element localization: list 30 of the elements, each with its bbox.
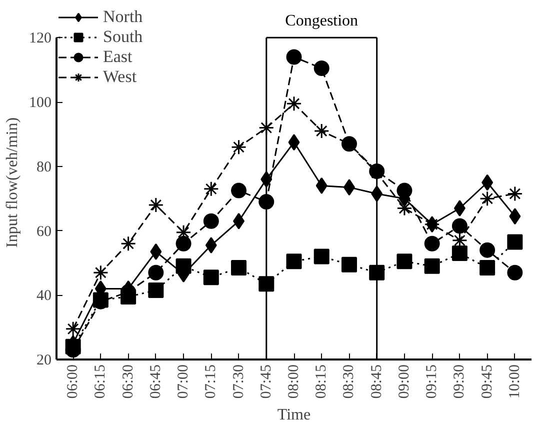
x-tick-label: 09:45 xyxy=(479,364,496,399)
text: Congestion xyxy=(285,12,358,30)
x-tick-label: 06:45 xyxy=(148,364,164,399)
x-tick-label: 07:30 xyxy=(230,364,247,399)
x-tick-label: 08:30 xyxy=(341,364,358,399)
legend-label: West xyxy=(103,67,137,87)
y-tick-label: 60 xyxy=(36,224,52,240)
x-tick-label: 08:00 xyxy=(286,364,302,399)
legend-label: South xyxy=(103,27,143,47)
y-axis-title: Input flow(veh/min) xyxy=(4,117,21,248)
y-tick-label: 80 xyxy=(36,159,52,176)
legend-label: East xyxy=(103,47,132,67)
y-tick-label: 40 xyxy=(36,288,52,304)
x-tick-label: 07:00 xyxy=(176,364,192,399)
y-tick-label: 20 xyxy=(36,352,52,368)
x-tick-label: 08:45 xyxy=(368,364,385,399)
x-tick-label: 09:15 xyxy=(424,364,440,399)
x-tick-label: 06:00 xyxy=(65,364,82,399)
x-tick-label: 06:15 xyxy=(92,364,109,399)
x-tick-label: 07:15 xyxy=(203,364,220,399)
x-tick-label: 09:30 xyxy=(452,364,468,399)
x-tick-label: 08:15 xyxy=(314,364,330,399)
y-tick-label: 120 xyxy=(29,30,52,47)
x-tick-label: 10:00 xyxy=(506,364,523,399)
x-tick-label: 09:00 xyxy=(396,364,412,399)
x-tick-label: 07:45 xyxy=(258,364,274,399)
y-tick-label: 100 xyxy=(29,95,52,112)
x-tick-label: 06:30 xyxy=(120,364,136,399)
legend-label: North xyxy=(103,7,143,27)
x-axis-title: Time xyxy=(277,406,311,424)
